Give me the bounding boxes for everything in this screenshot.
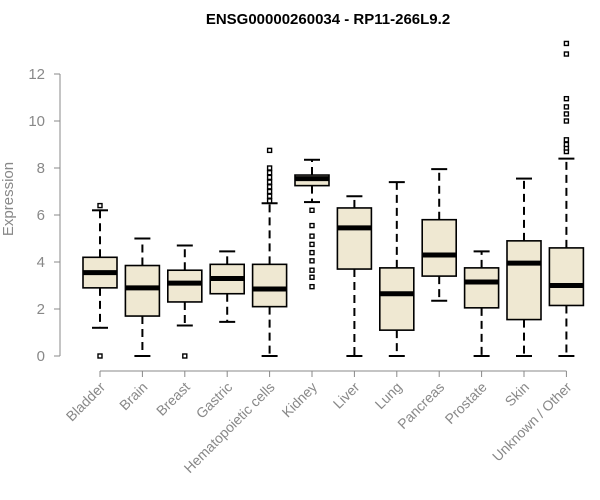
box-group (378, 181, 415, 357)
outlier-point (309, 258, 315, 264)
x-tick-label: Kidney (279, 379, 321, 421)
x-tick-label: Breast (153, 379, 193, 419)
y-tick-label: 4 (37, 254, 45, 271)
box-group (209, 250, 245, 323)
box-iqr (463, 267, 500, 309)
outlier-point (266, 169, 273, 176)
outlier-point (266, 184, 273, 190)
outlier-point (309, 274, 315, 280)
x-tick-label: Liver (330, 379, 363, 412)
y-tick-label: 0 (37, 348, 45, 365)
x-tick-label: Brain (116, 379, 150, 413)
box-group (82, 202, 118, 359)
outlier-point (309, 249, 315, 256)
box-group (548, 40, 585, 357)
x-tick-label: Skin (502, 379, 533, 410)
x-tick-label: Bladder (63, 379, 109, 425)
outlier-point (266, 165, 273, 171)
y-axis-label: Expression (0, 162, 17, 236)
outlier-point (563, 51, 570, 57)
x-tick-label: Pancreas (394, 379, 447, 432)
box-iqr (506, 240, 542, 321)
box-iqr (336, 207, 373, 270)
outlier-point (266, 174, 273, 181)
y-tick-label: 10 (28, 113, 45, 130)
box-iqr (378, 267, 415, 331)
box-iqr (251, 263, 288, 308)
outlier-point (309, 222, 315, 229)
outlier-point (563, 118, 570, 124)
box-group (251, 147, 288, 357)
box-group (336, 195, 373, 357)
box-group (463, 250, 500, 357)
box-iqr (167, 269, 203, 303)
outlier-point (563, 104, 570, 110)
x-tick-label: Unknown / Other (489, 379, 575, 465)
y-axis: 0 2 4 6 8 10 12 (28, 66, 61, 365)
outlier-point (97, 353, 103, 359)
y-tick-label: 8 (37, 160, 45, 177)
y-tick-label: 12 (28, 66, 45, 83)
outlier-point (563, 141, 570, 148)
box-iqr (421, 218, 458, 277)
box-group (294, 158, 330, 290)
box-group (167, 244, 203, 359)
outlier-point (266, 179, 273, 185)
outlier-point (97, 202, 103, 209)
box-group (506, 177, 542, 357)
y-tick-label: 2 (37, 301, 45, 318)
box-iqr (548, 247, 585, 307)
outlier-point (309, 283, 315, 290)
box-group (421, 168, 458, 302)
outlier-point (309, 207, 315, 214)
x-tick-label: Lung (372, 379, 405, 412)
outlier-point (563, 95, 570, 102)
box-group (124, 237, 161, 357)
outlier-point (266, 198, 273, 204)
outlier-point (266, 193, 273, 199)
outlier-point (309, 241, 315, 248)
outlier-point (182, 353, 188, 359)
outlier-point (266, 188, 273, 195)
boxes-layer (82, 40, 585, 359)
outlier-point (266, 147, 273, 154)
outlier-point (309, 233, 315, 239)
box-iqr (124, 264, 161, 317)
chart-title: ENSG00000260034 - RP11-266L9.2 (206, 11, 450, 28)
outlier-point (563, 111, 570, 117)
x-tick-label: Prostate (442, 379, 490, 427)
outlier-point (563, 137, 570, 143)
outlier-point (309, 267, 315, 273)
y-tick-label: 6 (37, 207, 45, 224)
outlier-point (563, 40, 570, 47)
